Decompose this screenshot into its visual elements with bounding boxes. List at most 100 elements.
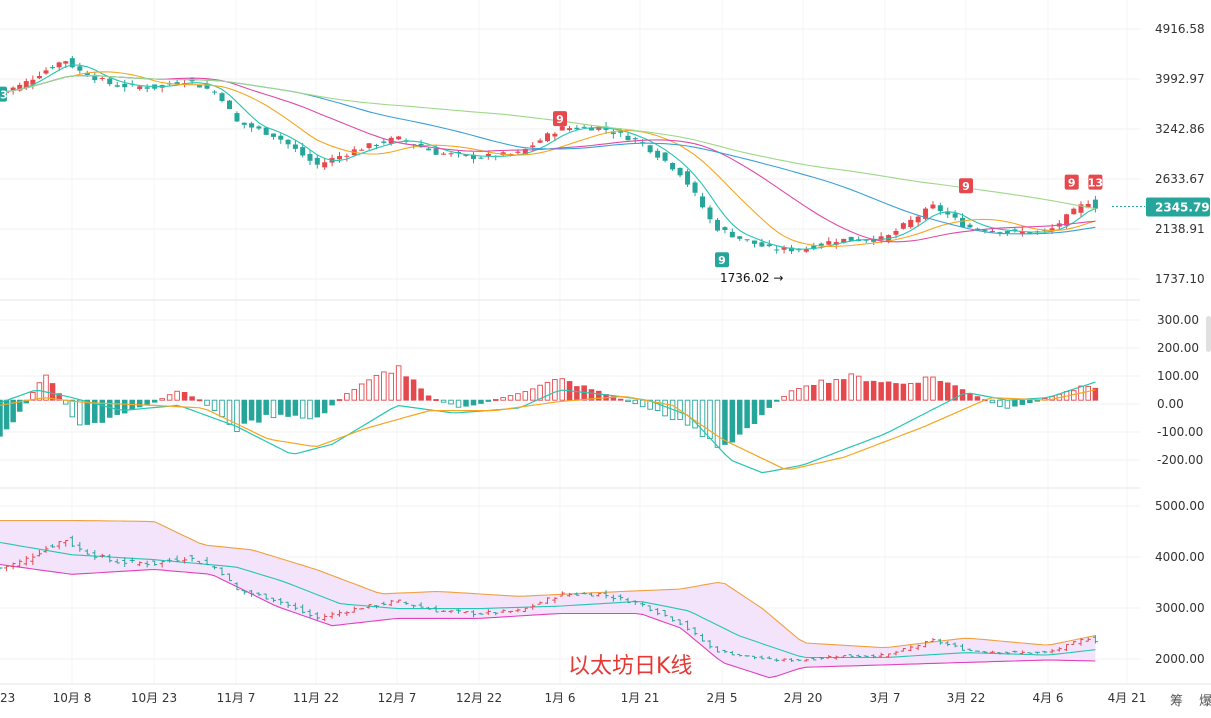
candle-body [63,61,69,64]
macd-histogram-bar [885,381,892,401]
candle [729,228,735,238]
macd-histogram-bar [989,399,996,404]
boll-ohlc-bar [997,652,1003,655]
boll-ohlc-bar [871,654,877,659]
macd-histogram-bar [256,399,262,423]
candle [574,125,580,131]
boll-ohlc-bar [256,592,262,596]
candle [752,240,758,248]
candle-body [470,154,476,159]
candle-body [1004,231,1010,234]
boll-ohlc-bar [945,641,951,647]
candle [300,143,306,158]
boll-ohlc-bar [841,655,847,658]
boll-ohlc-bar [336,610,342,617]
candle [322,157,328,170]
macd-dea-line [0,389,1096,470]
candle [1078,201,1084,218]
corner-toolbar-glyphs[interactable]: 筹 爆 [1170,694,1211,709]
x-axis-label: 10月 8 [53,691,92,705]
boll-ohlc-bar [478,612,484,615]
macd-histogram-bar [470,399,477,406]
macd-histogram-bar [241,399,248,424]
boll-ohlc-bar [388,599,394,607]
boll-ohlc-bar [359,607,365,610]
candle-body [707,207,713,220]
boll-ohlc-bar [426,606,432,610]
boll-ohlc-bar [122,557,128,567]
candle [159,84,165,93]
candle-body [144,87,150,89]
macd-histogram-bar [478,399,484,404]
boll-ohlc-bar [77,542,83,552]
td-marker-label: 13 [0,89,8,102]
boll-ohlc-bar [456,609,462,614]
boll-ohlc-bar [670,616,676,622]
macd-histogram-bar [796,388,802,401]
candle [781,245,787,254]
macd-histogram-bar [1019,399,1026,405]
macd-axis-label: -100.00 [1157,425,1203,439]
macd-histogram-bar [736,399,743,435]
td-marker: 13 [1088,174,1103,190]
candle-body [655,150,661,158]
candle-body [456,152,462,154]
macd-histogram-bar [418,388,424,401]
boll-ohlc-bar [433,605,439,613]
candle-body [960,217,966,228]
candle-body [833,242,839,245]
boll-ohlc-bar [508,610,514,613]
boll-upper-line [0,519,1096,649]
candle [17,82,23,92]
candle-body [744,239,750,241]
price-axis: 4916.58 3992.97 3242.86 2633.67 2138.91 1737.… [1155,22,1205,286]
macd-histogram-bar [625,399,631,403]
macd-histogram-bar [159,398,165,401]
macd-histogram-bar [840,379,847,401]
boll-ohlc-bar [403,601,409,606]
td-marker-box [1088,174,1103,190]
candle-body [366,143,372,148]
macd-histogram-bar [500,397,506,401]
candle-body [1078,204,1084,213]
price-axis-label: 4916.58 [1155,22,1205,36]
candle [1071,207,1077,215]
x-axis-label: 3月 22 [947,691,986,705]
macd-histogram-bar [107,399,113,418]
macd-histogram-bar [714,399,721,448]
candle [212,90,218,95]
candle-body [396,136,402,140]
macd-dif-line [0,381,1096,474]
boll-ohlc-bar [241,590,247,595]
candle-body [322,162,328,168]
boll-ohlc-bar [856,654,862,658]
candle-body [618,130,624,133]
candle [227,99,233,110]
boll-ohlc-bar [1027,652,1033,654]
macd-histogram-bar [263,399,269,415]
candle [433,144,439,155]
candle [722,226,728,234]
boll-ohlc-bar [737,653,743,657]
scroll-handle[interactable] [1206,316,1211,352]
macd-histogram-bar [788,390,795,401]
boll-ohlc-bar [774,658,780,662]
boll-ohlc-bar [441,610,447,613]
candle [396,136,402,141]
macd-histogram-bar [559,378,566,401]
candle-body [893,230,899,235]
candle-body [1027,232,1033,234]
boll-ohlc-bar [685,620,691,631]
macd-histogram-bar [204,399,210,406]
boll-ohlc-bar [707,640,713,649]
x-axis-label: 23 [0,691,15,705]
boll-ohlc-bar [234,582,240,591]
candle [915,215,921,227]
x-axis-label: 2月 5 [706,691,737,705]
candle-body [270,133,276,137]
boll-ohlc-bar [36,549,42,557]
x-axis-label: 2月 20 [784,691,823,705]
macd-histogram-bar [358,383,365,401]
x-axis-label: 12月 7 [378,691,417,705]
candle-body [537,140,543,143]
